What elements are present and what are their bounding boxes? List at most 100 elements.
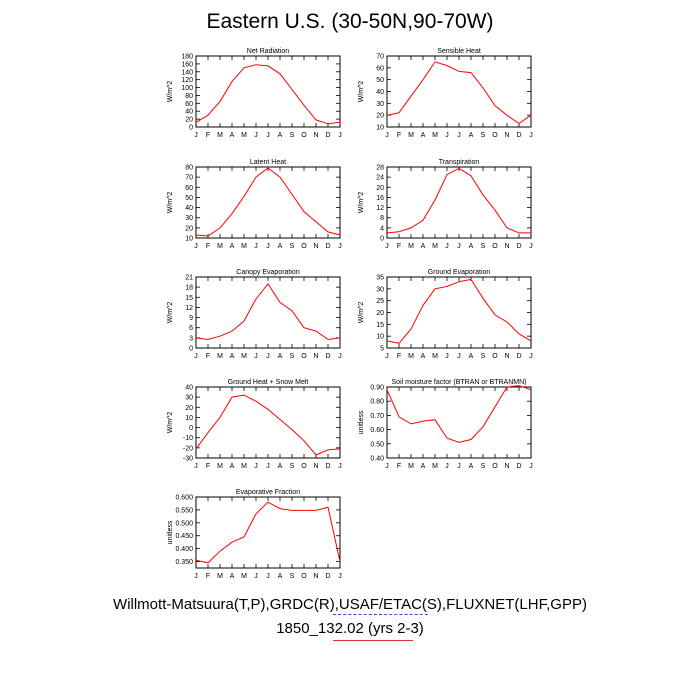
y-tick-label: 20: [376, 185, 384, 192]
y-tick-label: 80: [185, 93, 193, 100]
x-tick-label: M: [241, 463, 247, 470]
series-line: [195, 501, 341, 564]
x-tick-label: S: [481, 243, 486, 250]
y-tick-label: 140: [181, 69, 193, 76]
x-tick-label: M: [408, 353, 414, 360]
y-tick-label: 120: [181, 77, 193, 84]
x-tick-label: D: [325, 463, 330, 470]
x-tick-label: M: [408, 132, 414, 139]
x-tick-label: F: [397, 463, 401, 470]
x-tick-label: A: [469, 353, 474, 360]
x-tick-label: A: [421, 243, 426, 250]
x-tick-label: J: [338, 353, 342, 360]
y-tick-label: 28: [376, 165, 384, 172]
y-tick-label: 4: [380, 225, 384, 232]
x-tick-label: F: [397, 243, 401, 250]
x-tick-label: M: [241, 132, 247, 139]
x-tick-label: A: [278, 353, 283, 360]
x-tick-label: J: [254, 132, 258, 139]
x-tick-label: A: [421, 132, 426, 139]
y-tick-label: -10: [183, 435, 193, 442]
x-tick-label: J: [338, 132, 342, 139]
x-tick-label: J: [529, 132, 533, 139]
x-tick-label: J: [194, 132, 198, 139]
x-tick-label: J: [385, 353, 389, 360]
x-tick-label: D: [325, 573, 330, 580]
x-tick-label: F: [397, 132, 401, 139]
x-tick-label: F: [206, 243, 210, 250]
y-tick-label: 40: [185, 205, 193, 212]
x-tick-label: A: [230, 353, 235, 360]
series-line: [195, 394, 341, 456]
x-tick-label: A: [469, 243, 474, 250]
x-tick-label: A: [230, 463, 235, 470]
caption-underline-blue: [333, 614, 428, 615]
x-tick-label: A: [469, 463, 474, 470]
y-axis-label: W/m^2: [167, 81, 174, 103]
x-tick-label: O: [301, 353, 307, 360]
y-tick-label: 6: [189, 325, 193, 332]
x-tick-label: J: [338, 243, 342, 250]
x-tick-label: M: [432, 463, 438, 470]
panel-frame: [195, 55, 341, 128]
x-tick-label: D: [516, 353, 521, 360]
panel-title: Evaporative Fraction: [236, 489, 300, 496]
x-tick-label: M: [217, 463, 223, 470]
panel-title: Soil moisture factor (BTRAN or BTRANMN): [392, 379, 527, 386]
x-tick-label: M: [241, 353, 247, 360]
panel-frame: [195, 166, 341, 239]
x-tick-label: N: [313, 353, 318, 360]
panel-title: Net Radiation: [247, 48, 290, 55]
y-tick-label: 0: [189, 346, 193, 353]
y-tick-label: 0.400: [175, 546, 193, 553]
y-axis-label: unitless: [167, 520, 174, 544]
x-tick-label: A: [278, 463, 283, 470]
y-tick-label: 20: [185, 225, 193, 232]
x-tick-label: J: [266, 132, 270, 139]
y-tick-label: 0.600: [175, 495, 193, 502]
y-tick-label: 5: [380, 346, 384, 353]
figure-title: Eastern U.S. (30-50N,90-70W): [206, 10, 494, 33]
x-tick-label: J: [529, 243, 533, 250]
x-tick-label: M: [432, 132, 438, 139]
x-tick-label: N: [504, 463, 509, 470]
series-line: [195, 167, 341, 237]
y-tick-label: 25: [376, 298, 384, 305]
x-tick-label: J: [266, 573, 270, 580]
panel-frame: [195, 386, 341, 459]
x-tick-label: J: [254, 353, 258, 360]
series-line: [195, 64, 341, 125]
x-tick-label: N: [313, 132, 318, 139]
x-tick-label: J: [254, 243, 258, 250]
x-tick-label: N: [313, 573, 318, 580]
x-tick-label: A: [278, 573, 283, 580]
x-tick-label: M: [432, 243, 438, 250]
x-tick-label: M: [217, 573, 223, 580]
panel-frame: [195, 496, 341, 569]
x-tick-label: N: [313, 463, 318, 470]
y-tick-label: 0.500: [175, 520, 193, 527]
y-tick-label: 60: [185, 101, 193, 108]
y-axis-label: W/m^2: [358, 192, 365, 214]
y-tick-label: 0.70: [370, 413, 384, 420]
y-tick-label: 0.350: [175, 559, 193, 566]
x-tick-label: J: [338, 463, 342, 470]
x-tick-label: A: [230, 132, 235, 139]
series-line: [386, 278, 532, 344]
y-tick-label: 10: [376, 125, 384, 132]
x-tick-label: A: [278, 243, 283, 250]
x-tick-label: A: [230, 243, 235, 250]
x-tick-label: S: [481, 463, 486, 470]
x-tick-label: A: [421, 353, 426, 360]
y-tick-label: 18: [185, 285, 193, 292]
y-tick-label: 30: [376, 286, 384, 293]
x-tick-label: M: [408, 463, 414, 470]
x-tick-label: D: [325, 353, 330, 360]
x-tick-label: M: [217, 353, 223, 360]
y-tick-label: 40: [185, 385, 193, 392]
panel-frame: [386, 276, 532, 349]
x-tick-label: F: [206, 573, 210, 580]
y-tick-label: 12: [185, 305, 193, 312]
x-tick-label: S: [290, 132, 295, 139]
x-tick-label: J: [254, 573, 258, 580]
